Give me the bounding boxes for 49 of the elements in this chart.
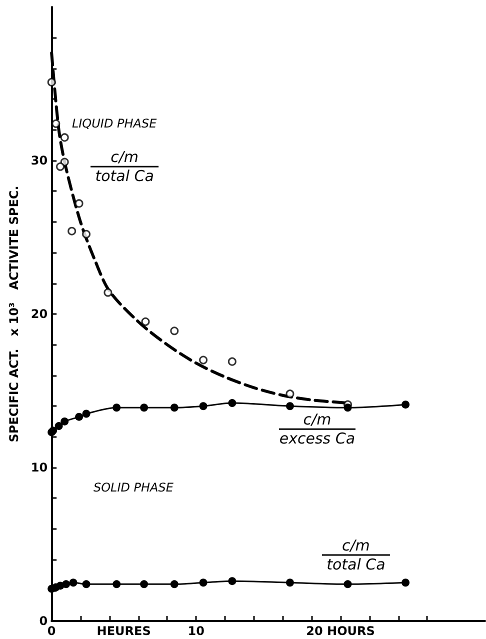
point (402, 400, 410, 409)
point (74, 199, 84, 208)
point (199, 578, 208, 587)
point (228, 577, 236, 586)
point (112, 580, 121, 588)
point (47, 78, 56, 86)
point (228, 357, 236, 366)
point (402, 578, 410, 587)
annotation: c/m total Ca (95, 148, 154, 186)
annotation: SOLID PHASE (93, 480, 174, 494)
point (82, 580, 90, 588)
annotation: c/m total Ca (326, 536, 386, 574)
y-tick-label: 20 (30, 307, 48, 321)
point (170, 404, 178, 412)
point (199, 402, 208, 410)
point (68, 226, 76, 236)
point (140, 580, 148, 588)
x-tick-label: 10 (188, 624, 204, 638)
point (56, 162, 65, 171)
point (286, 578, 294, 587)
point (170, 326, 179, 336)
point (170, 580, 178, 588)
point (286, 402, 294, 410)
y-tick-label: 0 (39, 614, 48, 628)
x-tick-label: 20 HOURS (306, 624, 375, 638)
point (112, 404, 121, 412)
y-tick-label: 10 (30, 460, 48, 474)
point (60, 417, 69, 426)
point (82, 230, 91, 238)
annotation: LIQUID PHASE (72, 116, 158, 131)
x-axis-title: HEURES (96, 624, 151, 638)
point (75, 412, 84, 421)
point (104, 288, 112, 297)
point (199, 356, 208, 364)
point (344, 580, 352, 588)
point (52, 119, 60, 128)
point (140, 404, 148, 412)
point (286, 390, 294, 398)
y-tick-label: 30 (30, 154, 48, 168)
point (62, 580, 70, 588)
y-axis-title: SPECIFIC ACT. x 10³ ACTIVITE SPEC. (7, 186, 21, 442)
point (54, 422, 63, 430)
point (60, 133, 69, 142)
point (344, 404, 352, 412)
point (228, 399, 236, 408)
annotation: c/m excess Ca (279, 410, 356, 448)
point (82, 410, 90, 418)
point (141, 317, 150, 326)
point (69, 578, 78, 587)
